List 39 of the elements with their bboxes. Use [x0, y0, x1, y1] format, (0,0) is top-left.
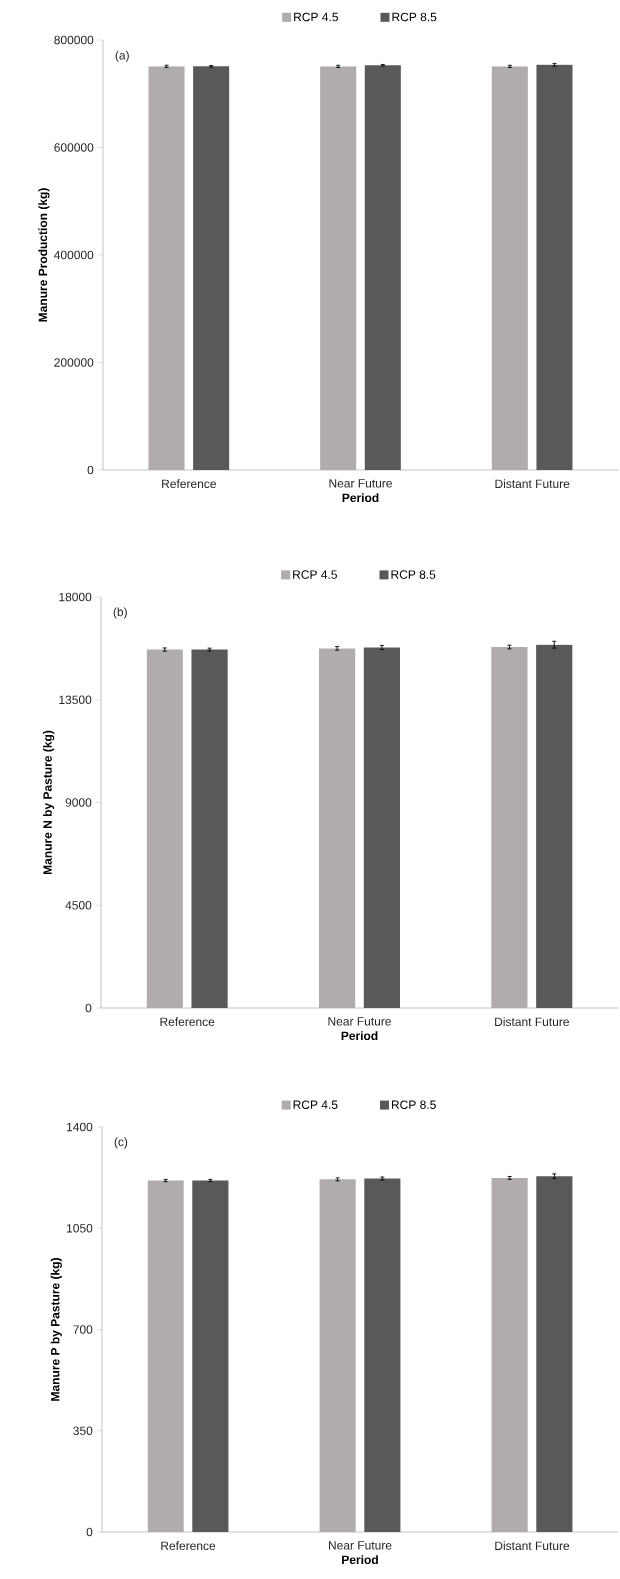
x-tick-label: Reference [160, 1017, 215, 1026]
annotation: (b) [113, 607, 127, 619]
legend-label: RCP 4.5 [293, 570, 337, 579]
legend-label: RCP 4.5 [293, 1100, 338, 1109]
y-tick-label: 18000 [59, 592, 92, 602]
y-tick-label: 9000 [65, 798, 92, 807]
x-tick-label: Reference [162, 479, 216, 488]
y-tick-label: 200000 [54, 358, 94, 367]
x-tick-label: Near Future [328, 1541, 392, 1550]
x-tick-label: Reference [161, 1541, 216, 1550]
y-tick-label: 600000 [54, 143, 94, 152]
x-axis-title: Period [342, 493, 379, 503]
legend-label: RCP 8.5 [391, 1100, 436, 1109]
x-tick-label: Distant Future [495, 1541, 570, 1551]
y-tick-label: 1050 [67, 1224, 93, 1233]
x-tick-label: Near Future [329, 479, 392, 488]
y-tick-label: 0 [85, 1003, 92, 1013]
y-axis-title: Manure Production (kg) [38, 188, 50, 322]
x-tick-label: Distant Future [495, 479, 570, 489]
y-tick-label: 4500 [65, 901, 92, 910]
y-axis-title: Manure N by Pasture (kg) [43, 730, 55, 875]
y-tick-label: 0 [87, 465, 94, 475]
legend-label: RCP 4.5 [294, 12, 338, 22]
y-axis-title: Manure P by Pasture (kg) [50, 1258, 62, 1401]
y-tick-label: 13500 [59, 695, 92, 704]
annotation: (a) [115, 50, 129, 62]
y-tick-label: 350 [73, 1426, 93, 1435]
y-tick-label: 1400 [67, 1122, 93, 1132]
x-tick-label: Distant Future [495, 1017, 569, 1027]
y-tick-label: 700 [73, 1325, 93, 1334]
legend-label: RCP 8.5 [391, 570, 436, 579]
x-axis-title: Period [341, 1031, 378, 1041]
y-tick-label: 800000 [54, 35, 94, 45]
y-tick-label: 400000 [54, 250, 94, 260]
legend-label: RCP 8.5 [392, 12, 437, 22]
x-axis-title: Period [342, 1555, 378, 1565]
annotation: (c) [114, 1137, 128, 1149]
y-tick-label: 0 [86, 1527, 93, 1537]
x-tick-label: Near Future [328, 1017, 391, 1026]
